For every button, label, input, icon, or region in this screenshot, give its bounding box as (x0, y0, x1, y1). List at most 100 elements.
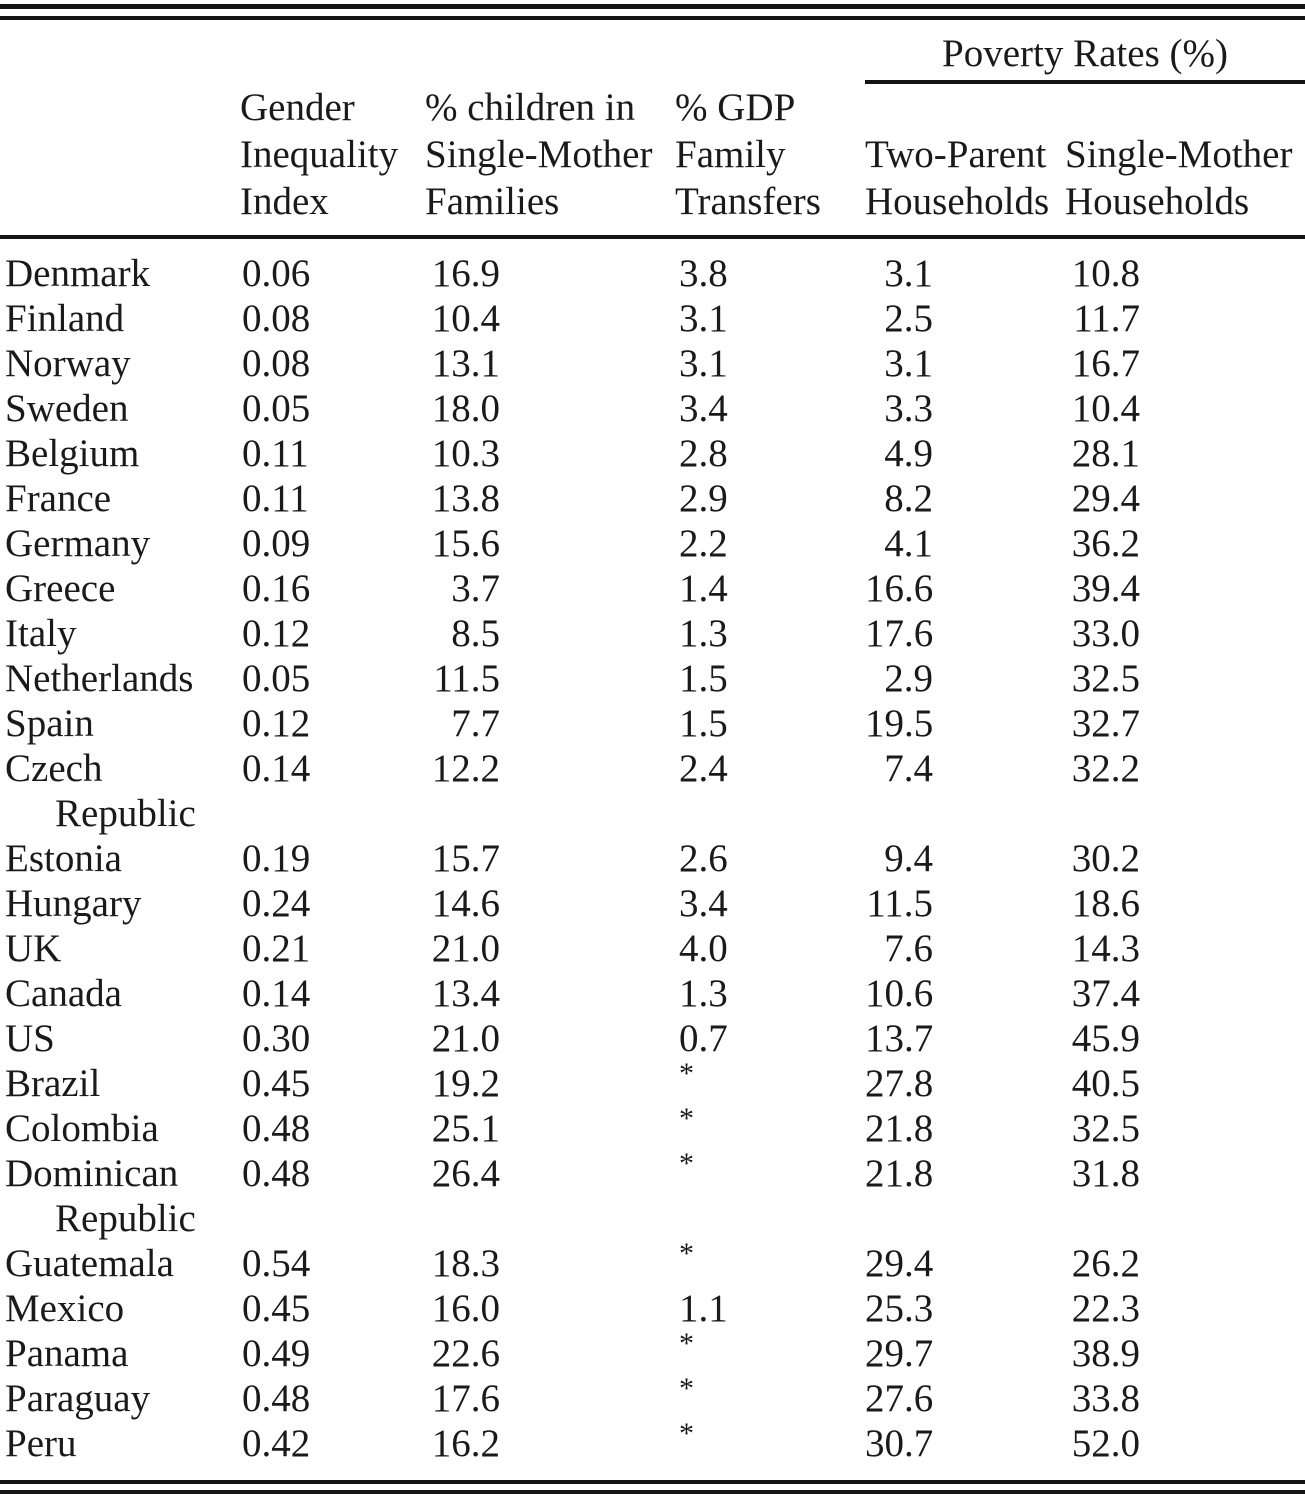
two-parent-cell: 7.6 (884, 927, 933, 970)
two-parent-cell: 3.1 (884, 252, 933, 295)
bottom-double-rule-line2 (0, 1490, 1305, 1494)
gii-cell: 0.12 (242, 612, 311, 655)
country-cell: Estonia (0, 836, 240, 881)
country-name: Italy (5, 612, 77, 655)
footnote-asterisk: * (679, 1102, 694, 1135)
country-name: Peru (5, 1422, 77, 1465)
two-parent-cell: 25.3 (865, 1287, 934, 1330)
country-name: Finland (5, 297, 125, 340)
children-cell: 26.4 (431, 1152, 500, 1195)
children-cell: 7.7 (451, 702, 500, 745)
footnote-asterisk: * (679, 1417, 694, 1450)
gdp-cell: 3.4 (679, 387, 728, 430)
single-mother-cell: 40.5 (1071, 1062, 1140, 1105)
two-parent-cell: 10.6 (865, 972, 934, 1015)
country-cell: Spain (0, 701, 240, 746)
single-mother-cell: 32.5 (1071, 1107, 1140, 1150)
two-parent-cell: 2.9 (884, 657, 933, 700)
single-mother-cell: 37.4 (1071, 972, 1140, 1015)
group-header-spacer (0, 28, 865, 82)
top-double-rule-line1 (0, 4, 1305, 9)
country-name: Netherlands (5, 657, 194, 700)
single-mother-cell: 10.8 (1071, 252, 1140, 295)
country-cell: Brazil (0, 1061, 240, 1106)
children-cell: 11.5 (433, 657, 500, 700)
gdp-cell: 1.5 (679, 702, 728, 745)
children-column-header: % children in Single-Mother Families (425, 82, 675, 239)
gii-cell: 0.08 (242, 342, 311, 385)
children-cell: 14.6 (431, 882, 500, 925)
single-mother-cell: 31.8 (1071, 1152, 1140, 1195)
gii-cell: 0.48 (242, 1377, 311, 1420)
table-row: Czech Republic 0.14 12.2 2.4 7.4 32.2 (0, 746, 1305, 836)
gdp-cell: 1.5 (679, 657, 728, 700)
table-row: Paraguay 0.48 17.6 * 27.6 33.8 (0, 1372, 1305, 1421)
footnote-asterisk: * (679, 1237, 694, 1270)
gdp-cell: 1.3 (679, 972, 728, 1015)
gdp-header-line: Family (675, 133, 786, 176)
gii-cell: 0.09 (242, 522, 311, 565)
single-mother-cell: 33.0 (1071, 612, 1140, 655)
children-cell: 13.1 (431, 342, 500, 385)
gii-cell: 0.24 (242, 882, 311, 925)
country-name-line2: Republic (55, 792, 196, 835)
gdp-cell: * (675, 1059, 865, 1106)
table-row: Spain 0.12 7.7 1.5 19.5 32.7 (0, 701, 1305, 746)
gii-cell: 0.16 (242, 567, 311, 610)
gii-cell: 0.49 (242, 1332, 311, 1375)
single-mother-cell: 11.7 (1073, 297, 1140, 340)
gdp-cell: 2.9 (679, 477, 728, 520)
two-parent-cell: 4.9 (884, 432, 933, 475)
gdp-cell: * (675, 1149, 865, 1241)
country-cell: Peru (0, 1421, 240, 1480)
country-cell: Netherlands (0, 656, 240, 701)
table-row: Estonia 0.19 15.7 2.6 9.4 30.2 (0, 836, 1305, 881)
country-cell: Denmark (0, 237, 240, 296)
two-parent-cell: 4.1 (884, 522, 933, 565)
single-mother-cell: 16.7 (1071, 342, 1140, 385)
country-cell: Paraguay (0, 1376, 240, 1421)
footnote-asterisk: * (679, 1372, 694, 1405)
table-row: Colombia 0.48 25.1 * 21.8 32.5 (0, 1102, 1305, 1151)
gii-cell: 0.11 (242, 432, 309, 475)
single-mother-cell: 14.3 (1071, 927, 1140, 970)
children-cell: 21.0 (431, 927, 500, 970)
country-cell: Mexico (0, 1286, 240, 1331)
two-parent-cell: 29.4 (865, 1242, 934, 1285)
gii-cell: 0.21 (242, 927, 311, 970)
table-row: Netherlands 0.05 11.5 1.5 2.9 32.5 (0, 656, 1305, 701)
two-parent-cell: 27.6 (865, 1377, 934, 1420)
table-row: Germany 0.09 15.6 2.2 4.1 36.2 (0, 521, 1305, 566)
country-name: Dominican (5, 1152, 179, 1195)
table-row: France 0.11 13.8 2.9 8.2 29.4 (0, 476, 1305, 521)
two-parent-cell: 27.8 (865, 1062, 934, 1105)
gdp-cell: 3.4 (679, 882, 728, 925)
country-name: Norway (5, 342, 131, 385)
country-cell: Belgium (0, 431, 240, 476)
single-mother-cell: 32.7 (1071, 702, 1140, 745)
gdp-cell: 1.3 (679, 612, 728, 655)
gii-cell: 0.05 (242, 387, 311, 430)
table-row: UK 0.21 21.0 4.0 7.6 14.3 (0, 926, 1305, 971)
country-cell: Panama (0, 1331, 240, 1376)
children-cell: 13.4 (431, 972, 500, 1015)
country-cell: Czech Republic (0, 746, 240, 836)
country-name: Guatemala (5, 1242, 174, 1285)
gii-cell: 0.48 (242, 1152, 311, 1195)
single-mother-header-line: Single-Mother (1065, 133, 1293, 176)
children-cell: 19.2 (431, 1062, 500, 1105)
country-cell: Germany (0, 521, 240, 566)
gii-cell: 0.11 (242, 477, 309, 520)
country-name: Panama (5, 1332, 129, 1375)
gdp-cell: 2.8 (679, 432, 728, 475)
country-name: Canada (5, 972, 122, 1015)
two-parent-cell: 30.7 (865, 1422, 934, 1465)
table-row: Canada 0.14 13.4 1.3 10.6 37.4 (0, 971, 1305, 1016)
two-parent-cell: 21.8 (865, 1107, 934, 1150)
children-cell: 10.4 (431, 297, 500, 340)
table-row: Denmark 0.06 16.9 3.8 3.1 10.8 (0, 237, 1305, 296)
single-mother-cell: 32.2 (1071, 747, 1140, 790)
gii-cell: 0.54 (242, 1242, 311, 1285)
children-cell: 18.0 (431, 387, 500, 430)
